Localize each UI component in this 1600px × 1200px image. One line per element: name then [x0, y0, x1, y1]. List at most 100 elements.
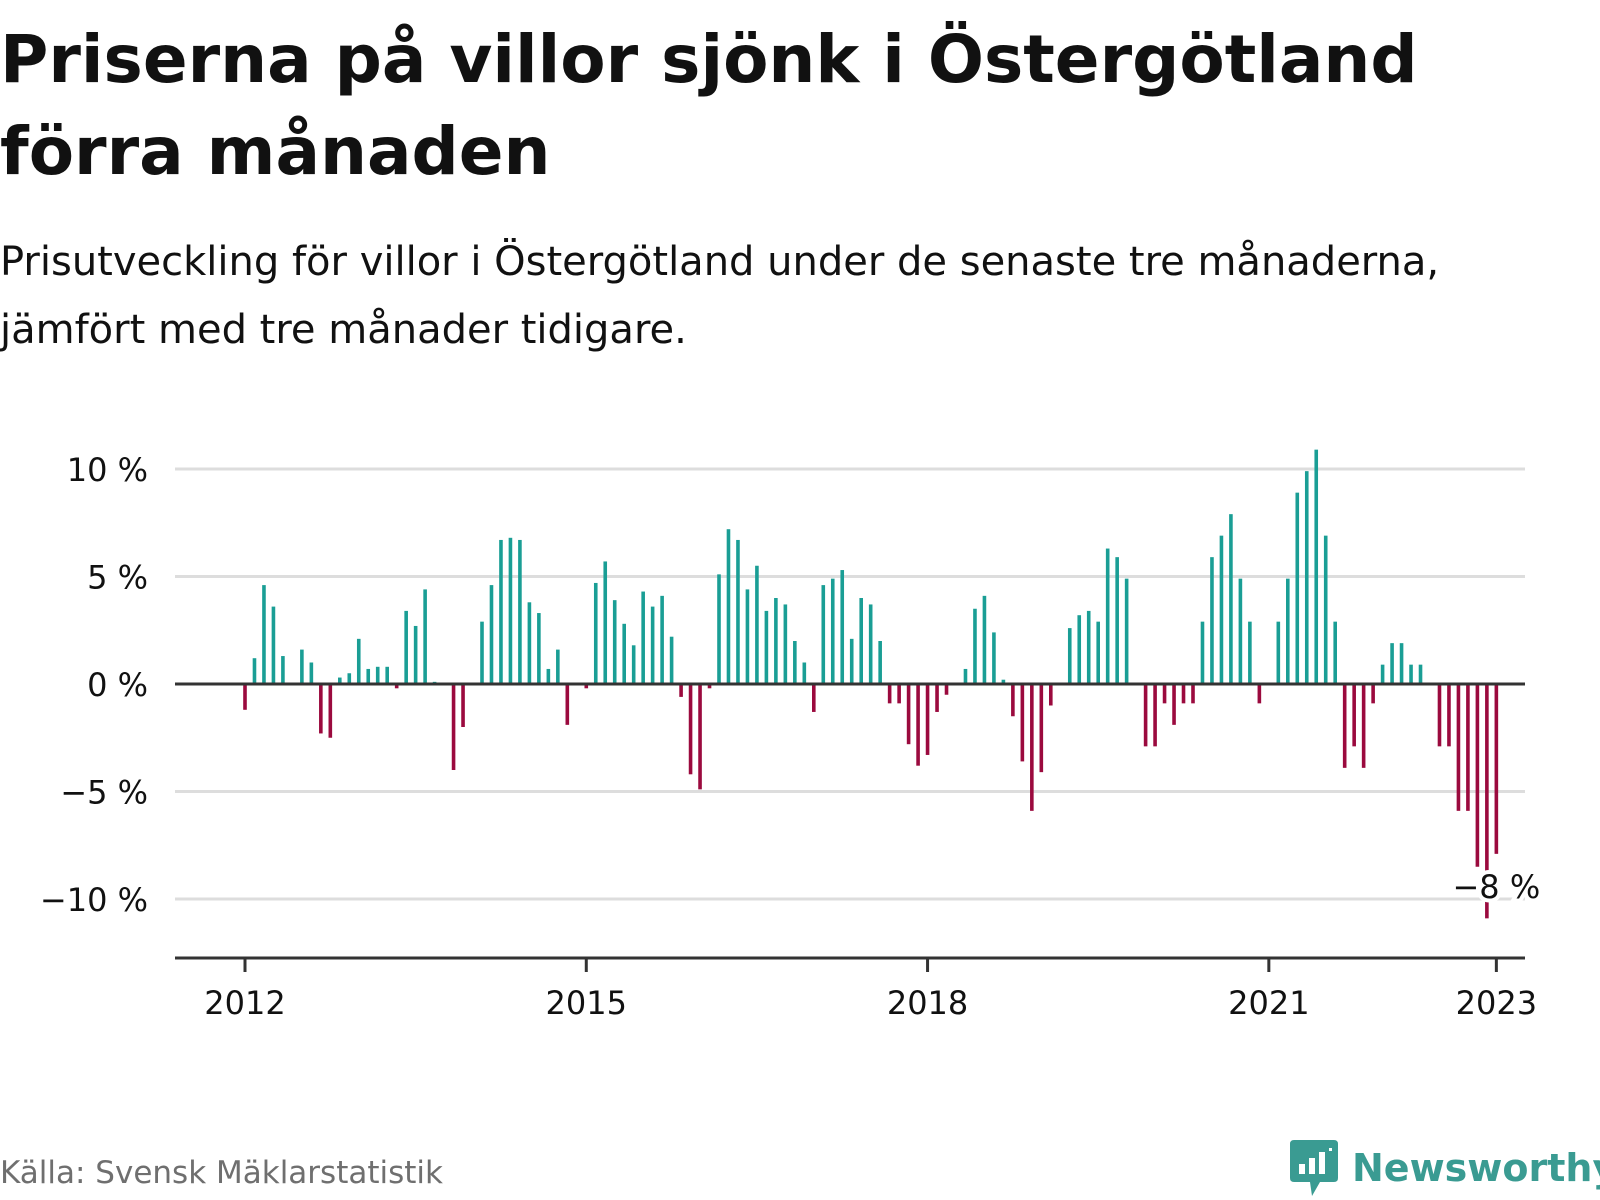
bar [887, 684, 892, 704]
bar [973, 608, 977, 684]
bar [1153, 684, 1157, 747]
x-tick-label: 2023 [1456, 984, 1537, 1022]
bars [243, 449, 1499, 919]
bar [622, 623, 626, 684]
bar [243, 684, 247, 710]
bar [1124, 578, 1129, 684]
bar [650, 606, 655, 684]
bar [878, 641, 882, 684]
bar [1011, 684, 1015, 717]
bar [1409, 664, 1413, 684]
x-tick-label: 2018 [887, 984, 968, 1022]
y-tick-label: −5 % [60, 774, 148, 812]
bar [565, 684, 570, 725]
bar [916, 684, 920, 766]
brand-logo[interactable]: Newsworthy [1290, 1138, 1600, 1198]
y-tick-label: −10 % [40, 881, 148, 919]
bar [688, 684, 693, 775]
bar [252, 658, 257, 684]
bar [1200, 621, 1205, 684]
bar [1257, 684, 1262, 704]
y-axis-tick-labels: 10 % 5 % 0 % −5 % −10 % [40, 451, 148, 919]
bar [584, 684, 589, 689]
bar [859, 598, 863, 684]
bar [1001, 679, 1006, 684]
bar [281, 656, 285, 684]
bar [1086, 610, 1091, 684]
bar [1485, 684, 1489, 919]
bar [830, 578, 835, 684]
bar [935, 684, 939, 712]
bar [906, 684, 911, 745]
bar [480, 621, 484, 684]
bar [868, 604, 873, 684]
bar [802, 662, 807, 684]
bar [1456, 684, 1461, 811]
y-tick-label: 5 % [87, 559, 148, 597]
bar [347, 673, 352, 684]
bar [546, 668, 551, 684]
bar [726, 529, 731, 684]
bar [508, 537, 513, 684]
bar [840, 570, 845, 684]
bar [745, 589, 750, 684]
bar [385, 666, 389, 684]
bar [1162, 684, 1167, 704]
bar [1323, 535, 1328, 684]
bar [556, 649, 560, 684]
bar [963, 668, 968, 684]
chart-subtitle: Prisutveckling för villor i Östergötland… [0, 239, 1440, 353]
bar [1229, 514, 1233, 684]
x-tick-label: 2012 [204, 984, 285, 1022]
bar [404, 610, 408, 684]
bar [1143, 684, 1148, 747]
bar [897, 684, 901, 704]
last-value-annotation: −8 % [1452, 868, 1540, 906]
bar [1342, 684, 1347, 768]
bar [1115, 557, 1119, 684]
bar [489, 585, 494, 684]
bar [1418, 664, 1423, 684]
bar [603, 561, 608, 684]
bar [982, 595, 987, 684]
bar [1039, 684, 1044, 773]
bar [1447, 684, 1451, 747]
bar [821, 585, 826, 684]
bar [338, 677, 342, 684]
bar [413, 625, 418, 684]
bar [1276, 621, 1281, 684]
bar [1172, 684, 1176, 725]
bar [1380, 664, 1385, 684]
bar [394, 684, 399, 689]
bar [1096, 621, 1100, 684]
bar [1219, 535, 1224, 684]
bar [755, 565, 759, 684]
bar [1361, 684, 1366, 768]
bar [944, 684, 949, 695]
bar [366, 668, 371, 684]
bar [1494, 684, 1499, 854]
bar [1181, 684, 1186, 704]
bar [319, 684, 323, 734]
bar [812, 684, 816, 712]
bar [660, 595, 664, 684]
bar [764, 610, 769, 684]
bar [262, 585, 266, 684]
bar [1248, 621, 1252, 684]
bar [774, 598, 778, 684]
bar [1333, 621, 1337, 684]
bar [1295, 492, 1300, 684]
bar [1314, 449, 1319, 684]
bar [593, 582, 598, 684]
bar [1105, 548, 1110, 684]
gridlines [175, 467, 1525, 901]
y-tick-label: 10 % [67, 451, 148, 489]
bar [992, 632, 996, 684]
bar [518, 539, 522, 684]
x-tick-label: 2015 [546, 984, 627, 1022]
bar [1191, 684, 1195, 704]
bar [1475, 684, 1480, 867]
bar-chart: 10 % 5 % 0 % −5 % −10 % 2012 2015 2018 2021 2023… [39, 449, 1541, 1022]
bar [499, 539, 503, 684]
bar [1210, 557, 1214, 684]
